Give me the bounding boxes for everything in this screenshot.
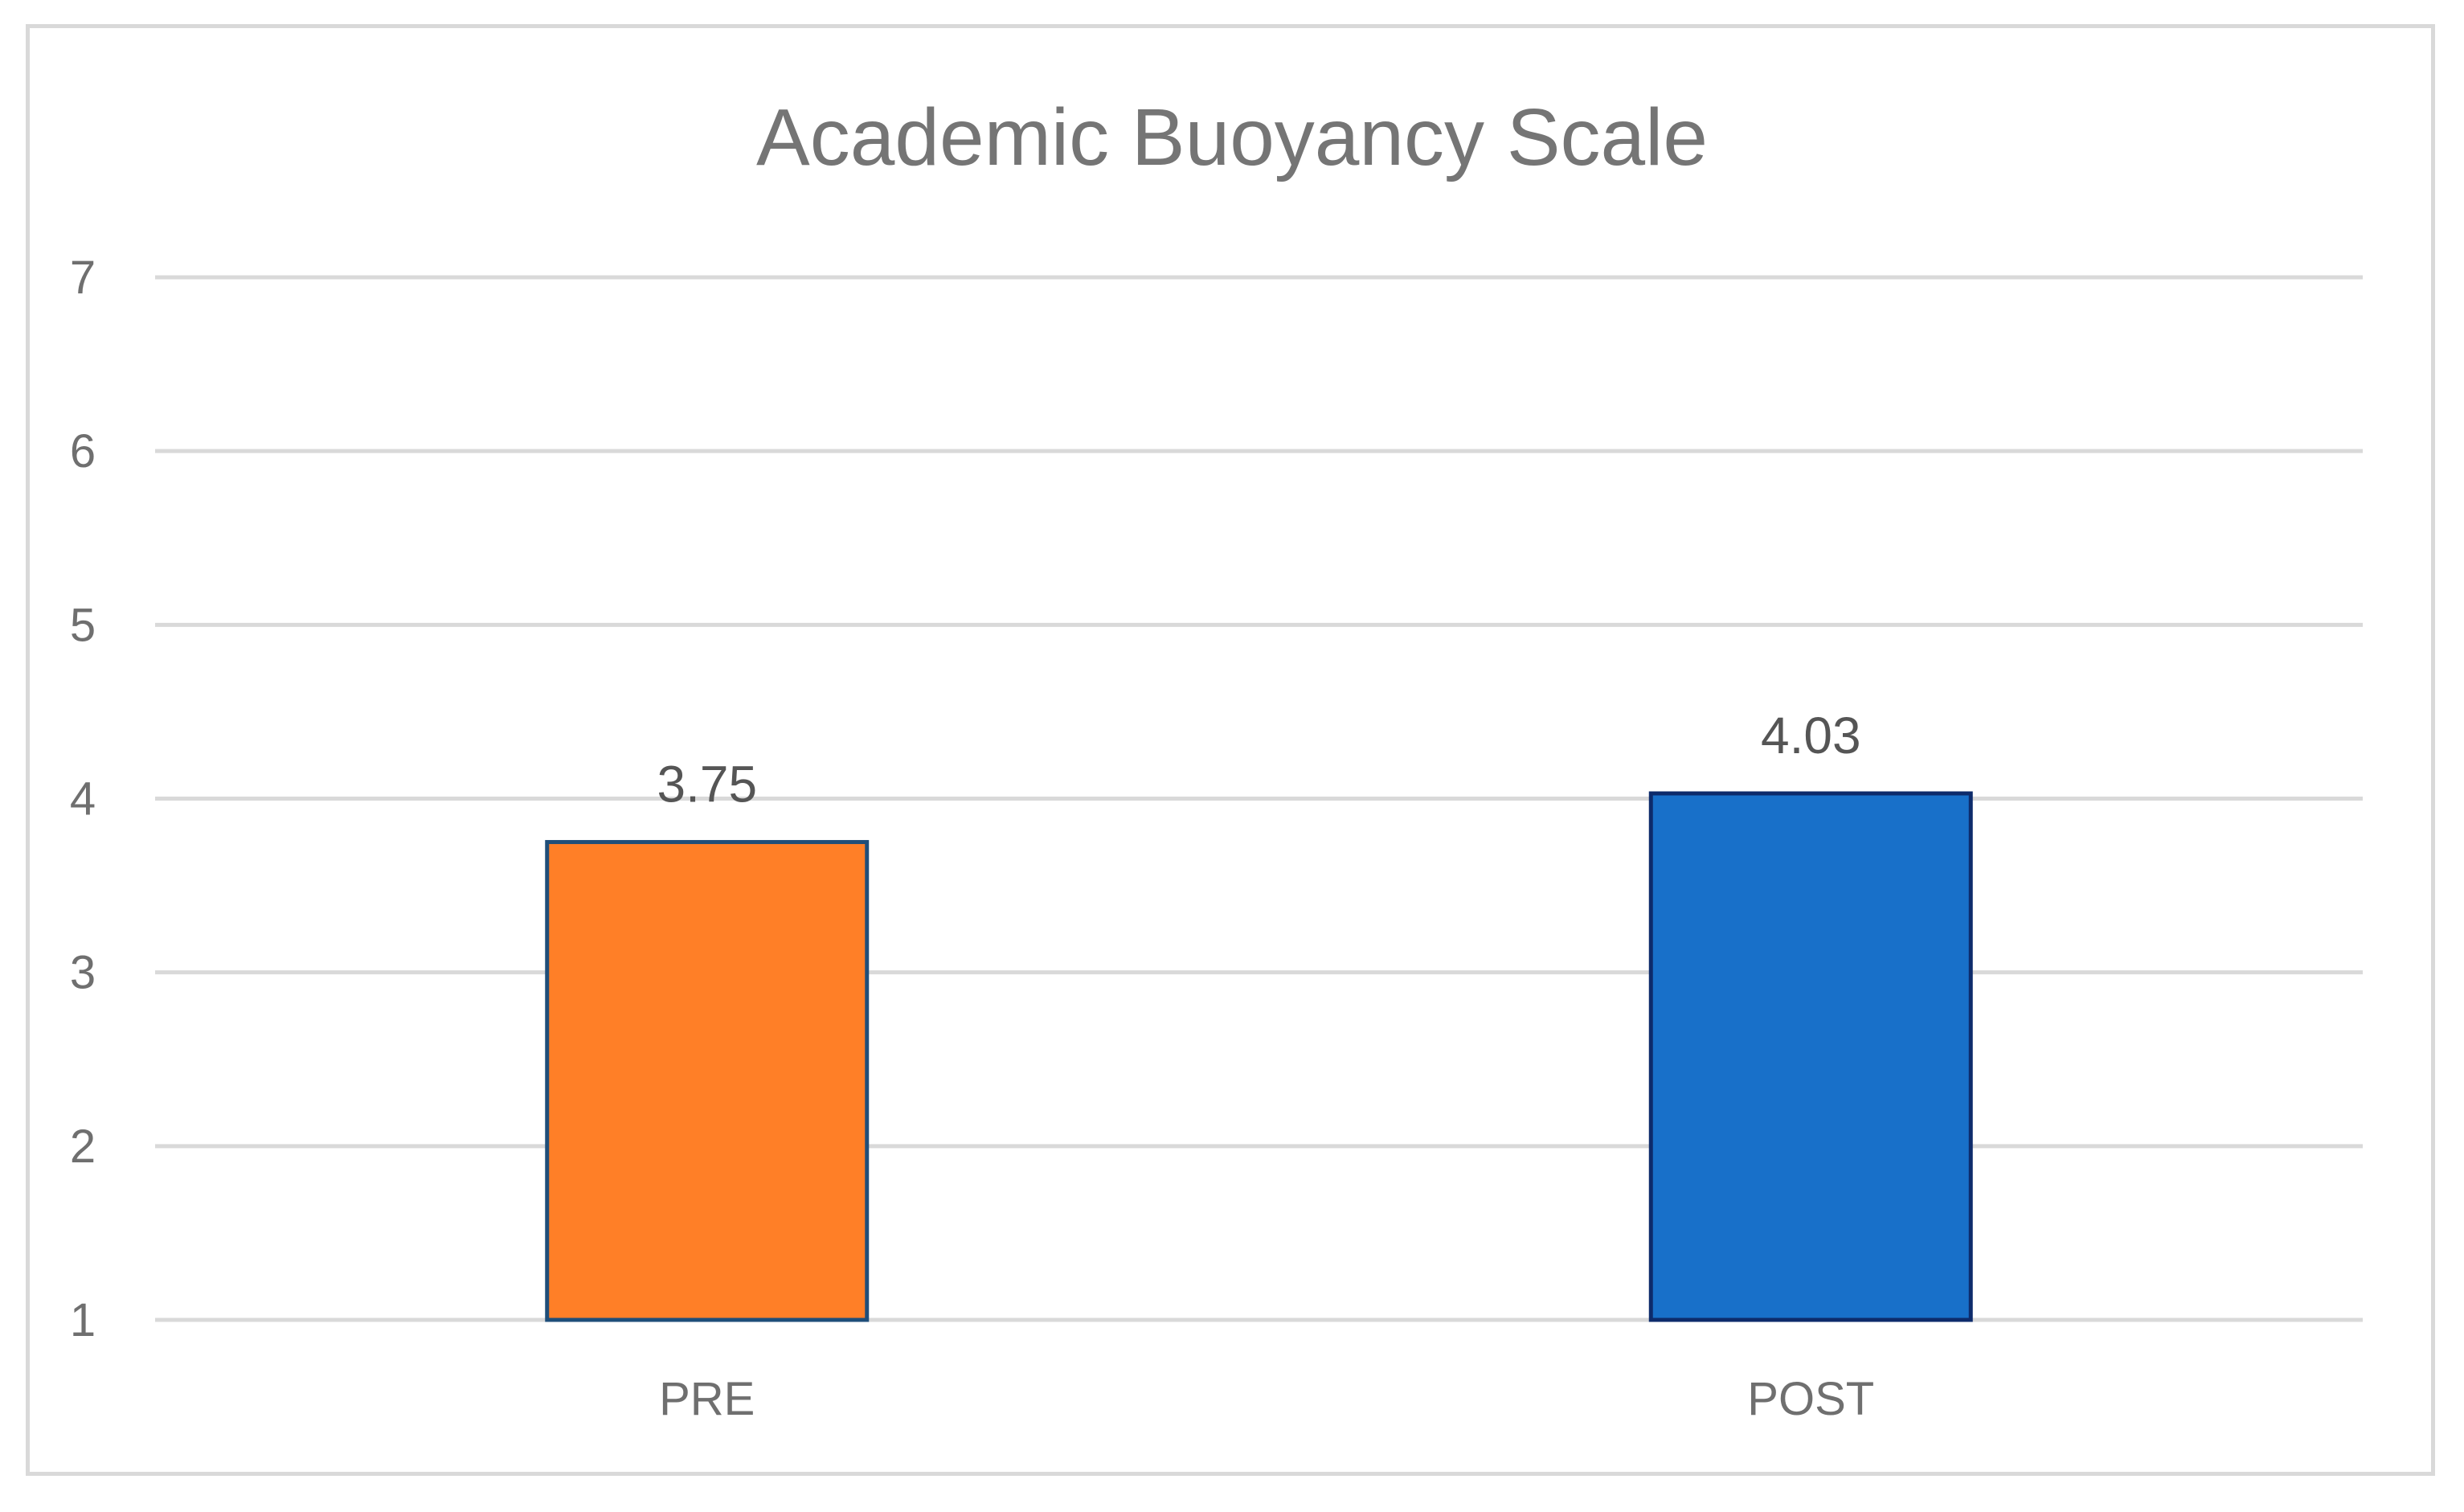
y-axis-ticks: 1 2 3 4 5 6 7 <box>70 252 96 1346</box>
y-tick-label: 4 <box>70 773 96 826</box>
x-axis-categories: PRE POST <box>659 1373 1874 1425</box>
bar-post <box>1648 791 1973 1322</box>
data-label: 3.75 <box>657 756 757 813</box>
data-labels: 3.75 4.03 <box>657 707 1860 813</box>
x-category-label: POST <box>1747 1373 1874 1425</box>
bar-pre <box>545 840 870 1322</box>
y-tick-label: 2 <box>70 1121 96 1173</box>
data-label: 4.03 <box>1761 707 1861 764</box>
chart-title: Academic Buoyancy Scale <box>756 92 1708 182</box>
x-category-label: PRE <box>659 1373 755 1425</box>
chart-frame <box>26 24 2435 1476</box>
y-tick-label: 7 <box>70 252 96 304</box>
bars <box>545 791 1973 1322</box>
gridlines <box>155 275 2363 1322</box>
y-tick-label: 6 <box>70 425 96 477</box>
y-tick-label: 5 <box>70 599 96 651</box>
y-tick-label: 1 <box>70 1294 96 1346</box>
y-tick-label: 3 <box>70 947 96 999</box>
